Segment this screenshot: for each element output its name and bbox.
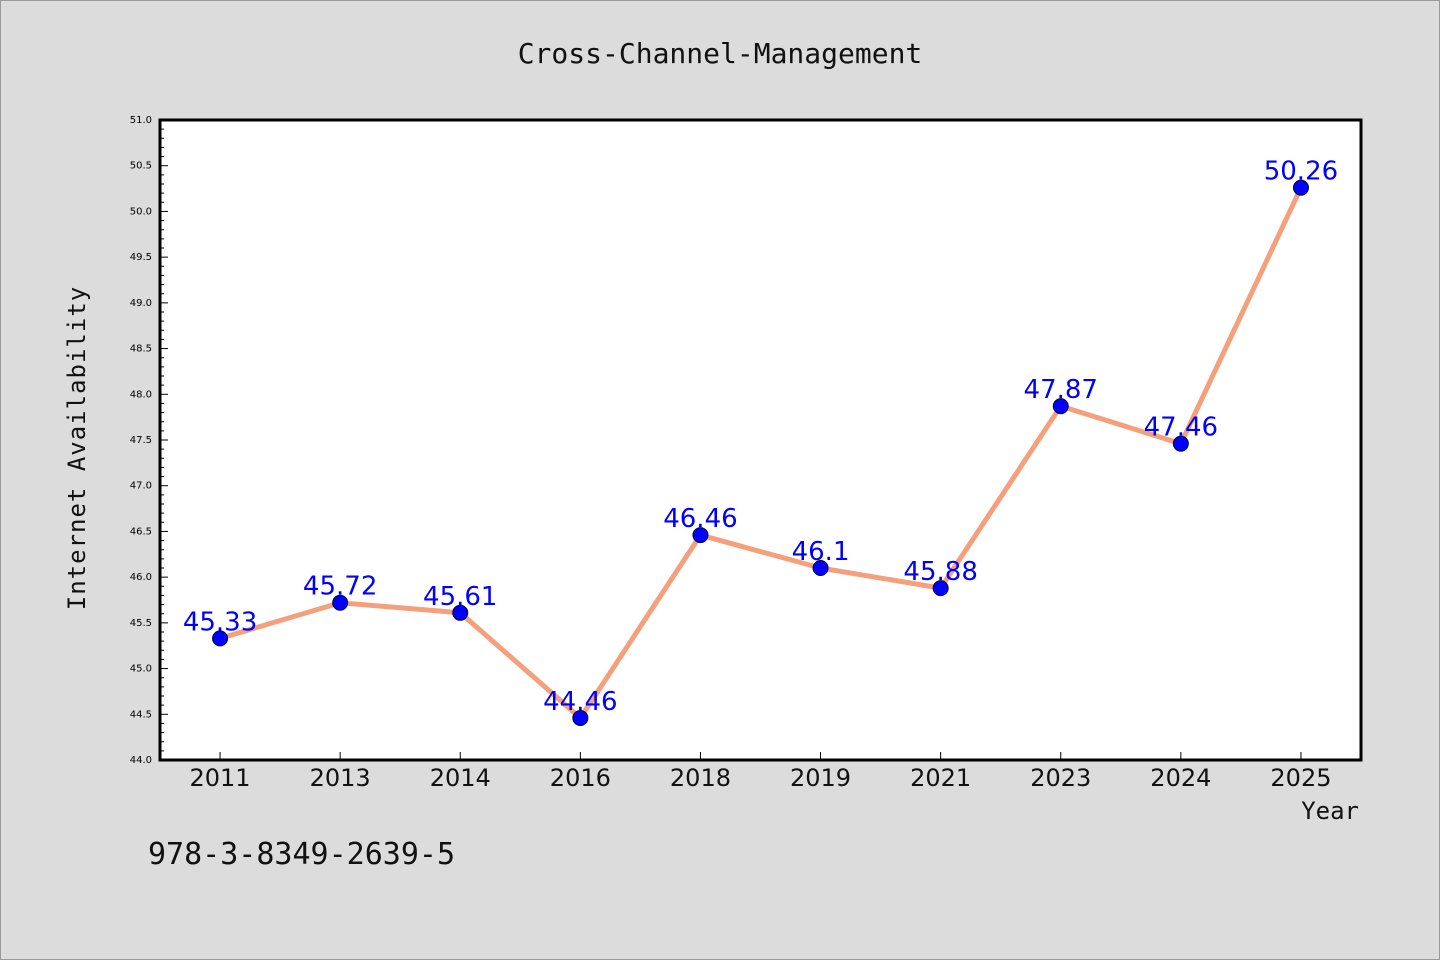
data-label: 45.61: [423, 582, 497, 612]
y-tick-label: 45.5: [130, 618, 152, 629]
data-label: 44.46: [543, 687, 617, 717]
data-label: 46.1: [792, 537, 850, 567]
x-tick-label: 2013: [310, 764, 371, 792]
data-point: [332, 594, 349, 611]
data-markers: [212, 179, 1309, 726]
y-tick-label: 49.5: [130, 252, 152, 263]
x-tick-label: 2025: [1270, 764, 1331, 792]
y-tick-label: 50.0: [130, 206, 152, 217]
y-tick-label: 48.0: [130, 389, 152, 400]
y-axis: 44.0 44.5 45.0 45.5 46.0 46.5 47.0 47.5 48.0 48.5…: [130, 115, 168, 766]
y-tick-label: 46.0: [130, 572, 152, 583]
data-label: 47.87: [1024, 375, 1098, 405]
x-tick-label: 2021: [910, 764, 971, 792]
series-line-group: [217, 185, 1304, 721]
x-tick-label: 2019: [790, 764, 851, 792]
y-tick-label: 45.0: [130, 664, 152, 675]
y-axis-label: Internet Availability: [63, 286, 91, 610]
data-point: [1292, 179, 1309, 196]
chart-title: Cross-Channel-Management: [518, 37, 923, 70]
y-tick-label: 50.5: [130, 161, 152, 172]
y-tick-label: 44.0: [130, 755, 152, 766]
x-tick-label: 2024: [1150, 764, 1211, 792]
data-point: [1052, 398, 1069, 415]
x-tick-label: 2014: [430, 764, 491, 792]
data-label: 45.88: [903, 557, 977, 587]
data-point: [452, 604, 469, 621]
data-label: 46.46: [663, 504, 737, 534]
x-tick-label: 2018: [670, 764, 731, 792]
data-point: [812, 560, 829, 576]
data-point: [1172, 435, 1189, 452]
y-tick-label: 47.5: [130, 435, 152, 446]
data-point: [212, 630, 229, 647]
data-point: [932, 580, 949, 597]
plot-frame: [158, 118, 1363, 762]
x-tick-label: 2011: [190, 764, 251, 792]
data-point: [572, 709, 589, 726]
data-label: 50.26: [1264, 157, 1338, 187]
data-label: 45.33: [183, 607, 257, 637]
x-axis: 2011 2013 2014 2016 2018 2019 2021 2023 2024 2025: [190, 752, 1331, 792]
y-tick-label: 48.5: [130, 344, 152, 355]
y-tick-label: 51.0: [130, 115, 152, 126]
data-label: 47.46: [1144, 413, 1218, 443]
x-tick-label: 2016: [550, 764, 611, 792]
x-axis-label: Year: [1301, 797, 1359, 825]
data-labels: 45.33 45.72 45.61 44.46 46.46 46.1 45.88 47.87 4…: [183, 157, 1338, 717]
footer-code: 978-3-8349-2639-5: [148, 837, 455, 872]
y-tick-label: 44.5: [130, 709, 152, 720]
data-label: 45.72: [303, 572, 377, 602]
y-tick-label: 49.0: [130, 298, 152, 309]
x-tick-label: 2023: [1030, 764, 1091, 792]
y-tick-label: 47.0: [130, 481, 152, 492]
data-point: [692, 527, 709, 544]
series-line: [217, 185, 1304, 721]
y-tick-label: 46.5: [130, 526, 152, 537]
